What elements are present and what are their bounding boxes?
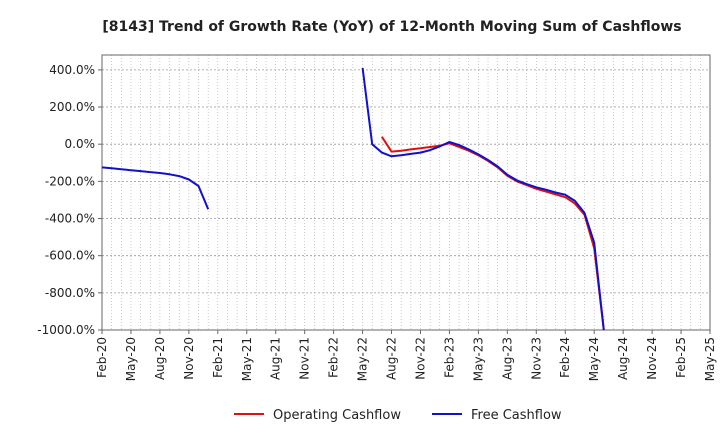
x-tick-label: Aug-21	[269, 337, 283, 380]
x-tick-label: Nov-20	[182, 337, 196, 380]
x-tick-label: Feb-21	[211, 337, 225, 378]
y-tick-label: -200.0%	[45, 174, 95, 188]
x-tick-label: Aug-24	[616, 337, 630, 380]
legend: Operating Cashflow Free Cashflow	[234, 408, 562, 423]
legend-label-free-cashflow: Free Cashflow	[471, 408, 562, 423]
x-tick-label: Nov-23	[529, 337, 543, 380]
x-tick-label: Nov-21	[298, 337, 312, 380]
chart-title: [8143] Trend of Growth Rate (YoY) of 12-…	[102, 19, 681, 35]
plot-frame	[101, 54, 711, 331]
grid	[101, 55, 711, 331]
y-tick-label: -600.0%	[45, 249, 95, 263]
x-tick-label: Aug-22	[385, 337, 399, 380]
x-tick-label: Feb-20	[95, 337, 109, 378]
x-tick-label: Aug-23	[500, 337, 514, 380]
x-tick-label: Aug-20	[153, 337, 167, 380]
y-tick-label: -1000.0%	[37, 323, 95, 337]
x-tick-label: May-20	[124, 337, 138, 381]
series-lines	[102, 67, 605, 330]
x-tick-label: Feb-25	[674, 337, 688, 378]
x-tick-label: Feb-24	[558, 337, 572, 378]
x-tick-label: May-24	[587, 337, 601, 381]
x-tick-label: May-21	[240, 337, 254, 381]
y-tick-label: 200.0%	[49, 100, 95, 114]
x-tick-label: Nov-24	[645, 337, 659, 380]
y-tick-label: 400.0%	[49, 63, 95, 77]
series-line-free-cashflow	[102, 166, 210, 210]
series-line-operating-cashflow	[381, 136, 605, 330]
series-line-free-cashflow	[361, 67, 605, 330]
x-tick-label: Feb-23	[442, 337, 456, 378]
y-axis-ticks: 400.0% 200.0% 0.0% -200.0% -400.0% -600.0% -80…	[37, 63, 102, 337]
x-tick-label: May-25	[703, 337, 717, 381]
x-tick-label: Nov-22	[413, 337, 427, 380]
y-tick-label: -800.0%	[45, 286, 95, 300]
x-axis-ticks: Feb-20 May-20 Aug-20 Nov-20 Feb-21 May-21 Aug-…	[95, 330, 717, 381]
x-tick-label: Feb-22	[327, 337, 341, 378]
y-tick-label: -400.0%	[45, 212, 95, 226]
x-tick-label: May-23	[471, 337, 485, 381]
legend-label-operating-cashflow: Operating Cashflow	[273, 408, 401, 423]
x-tick-label: May-22	[356, 337, 370, 381]
y-tick-label: 0.0%	[65, 137, 96, 151]
